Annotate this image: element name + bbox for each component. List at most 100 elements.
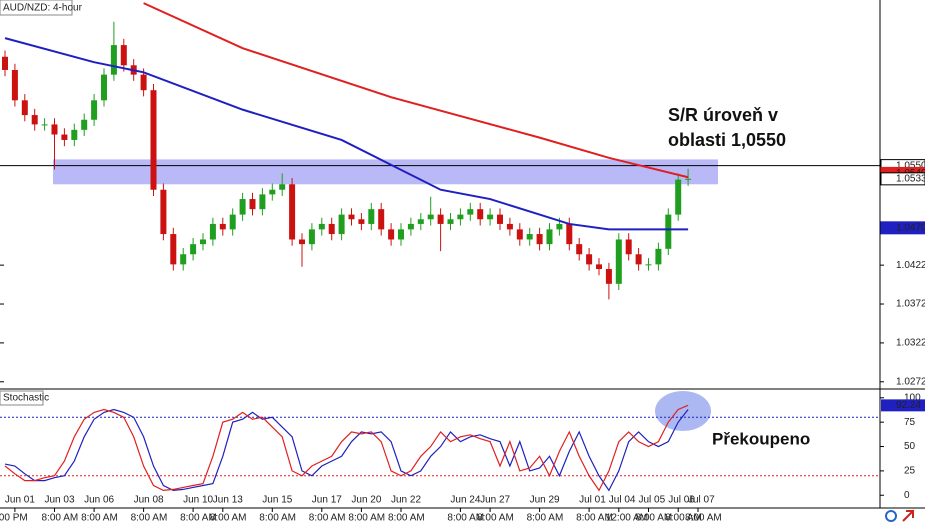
link-icon[interactable] xyxy=(885,510,897,522)
candle-body xyxy=(675,179,682,215)
candle-body xyxy=(605,269,612,284)
title-box xyxy=(0,0,73,16)
candle-body xyxy=(71,129,78,140)
price-tag xyxy=(880,221,925,235)
candle-body xyxy=(497,214,503,224)
x-time-label: 8:00 AM xyxy=(180,513,217,524)
candle-body xyxy=(645,264,652,266)
candle-body xyxy=(110,45,117,75)
candle-body xyxy=(506,223,513,230)
x-time-label: 8:00 AM xyxy=(685,513,722,524)
x-tick-label: Jun 10 xyxy=(183,495,213,506)
x-time-label: 8:00 AM xyxy=(131,513,168,524)
candle-body xyxy=(615,239,622,284)
candle-body xyxy=(358,219,365,224)
candle-body xyxy=(249,199,256,210)
price-tag-label: 1.0533 xyxy=(896,173,925,184)
x-time-label: 12:00 PM xyxy=(0,513,28,524)
candle-body xyxy=(41,124,48,126)
candle-body xyxy=(477,209,484,220)
x-time-label: 8:00 AM xyxy=(665,513,702,524)
moving-average xyxy=(4,37,689,231)
x-time-label: 8:00 AM xyxy=(527,513,564,524)
candle-body xyxy=(566,223,573,245)
x-time-label: 8:00 AM xyxy=(447,513,484,524)
candle-body xyxy=(51,124,58,135)
candle-body xyxy=(447,219,454,224)
x-time-label: 12:00 AM xyxy=(606,513,648,524)
chart-title: AUD/NZD: 4-hour xyxy=(3,3,83,14)
stoch-tick-label: 0 xyxy=(904,490,910,501)
expand-icon[interactable] xyxy=(902,510,914,522)
x-tick-label: Jun 24 xyxy=(450,495,480,506)
candle-body xyxy=(180,254,187,265)
stoch-title: Stochastic xyxy=(3,393,49,404)
candle-body xyxy=(101,74,107,101)
candle-body xyxy=(289,184,296,240)
candle-body xyxy=(457,214,464,220)
candle-body xyxy=(308,229,315,245)
candle-body xyxy=(467,209,474,215)
annotation: oblasti 1,0550 xyxy=(668,130,786,150)
candle-body xyxy=(279,184,286,190)
x-tick-label: Jul 06 xyxy=(668,495,695,506)
x-tick-label: Jun 01 xyxy=(5,495,35,506)
candle-body xyxy=(328,223,335,235)
y-tick-label: 1.0322 xyxy=(896,338,925,349)
x-tick-label: Jun 27 xyxy=(480,495,510,506)
candle-body xyxy=(655,248,662,265)
toolbar-icons[interactable] xyxy=(885,510,914,522)
x-time-label: 8:00 AM xyxy=(348,513,385,524)
candle-body xyxy=(586,254,593,265)
candle-body xyxy=(536,234,543,245)
x-tick-label: Jul 07 xyxy=(688,495,715,506)
x-time-label: 8:00 AM xyxy=(42,513,79,524)
candle-body xyxy=(91,100,98,120)
price-tag-label: 1.0470 xyxy=(896,222,925,233)
x-time-label: 8:00 AM xyxy=(259,513,296,524)
x-tick-label: Jun 20 xyxy=(351,495,381,506)
candle-body xyxy=(239,199,246,215)
candle-body xyxy=(81,119,88,130)
candle-body xyxy=(120,45,127,66)
candle-body xyxy=(635,254,642,265)
annotation: S/R úroveň v xyxy=(668,105,778,125)
x-tick-label: Jun 03 xyxy=(45,495,75,506)
candle-body xyxy=(219,223,226,230)
candle-body xyxy=(526,234,533,240)
price-tag-label: 1.0550 xyxy=(896,160,925,171)
stoch-line xyxy=(4,408,689,492)
candle-body xyxy=(31,115,38,125)
stoch-title-box xyxy=(0,390,44,406)
x-tick-label: Jun 13 xyxy=(213,495,243,506)
candle-body xyxy=(259,194,266,210)
stoch-tick-label: 100 xyxy=(904,392,921,403)
candle-body xyxy=(318,223,325,230)
candle-body xyxy=(61,134,68,140)
candle-body xyxy=(576,244,583,255)
stoch-tick-label: 50 xyxy=(904,441,916,452)
x-tick-label: Jun 08 xyxy=(134,495,164,506)
x-tick-label: Jun 29 xyxy=(530,495,560,506)
candle-body xyxy=(516,229,523,240)
x-time-label: 8:00 AM xyxy=(81,513,118,524)
candle-body xyxy=(437,214,444,224)
candle-body xyxy=(338,214,345,235)
candle-body xyxy=(368,209,375,224)
stoch-line xyxy=(4,404,689,492)
stoch-tick-label: 25 xyxy=(904,466,916,477)
x-tick-label: Jul 05 xyxy=(639,495,666,506)
x-time-label: 8:00 AM xyxy=(576,513,613,524)
stoch-tick-label: 75 xyxy=(904,417,916,428)
candle-body xyxy=(427,214,434,220)
candle-body xyxy=(388,229,395,240)
candle-body xyxy=(348,214,355,220)
x-tick-label: Jul 04 xyxy=(609,495,636,506)
candle-body xyxy=(11,69,18,101)
candle-body xyxy=(269,189,276,195)
candle-body xyxy=(190,244,197,255)
candle-body xyxy=(407,223,414,230)
annotation: Překoupeno xyxy=(712,429,810,448)
y-tick-label: 1.0422 xyxy=(896,260,925,271)
